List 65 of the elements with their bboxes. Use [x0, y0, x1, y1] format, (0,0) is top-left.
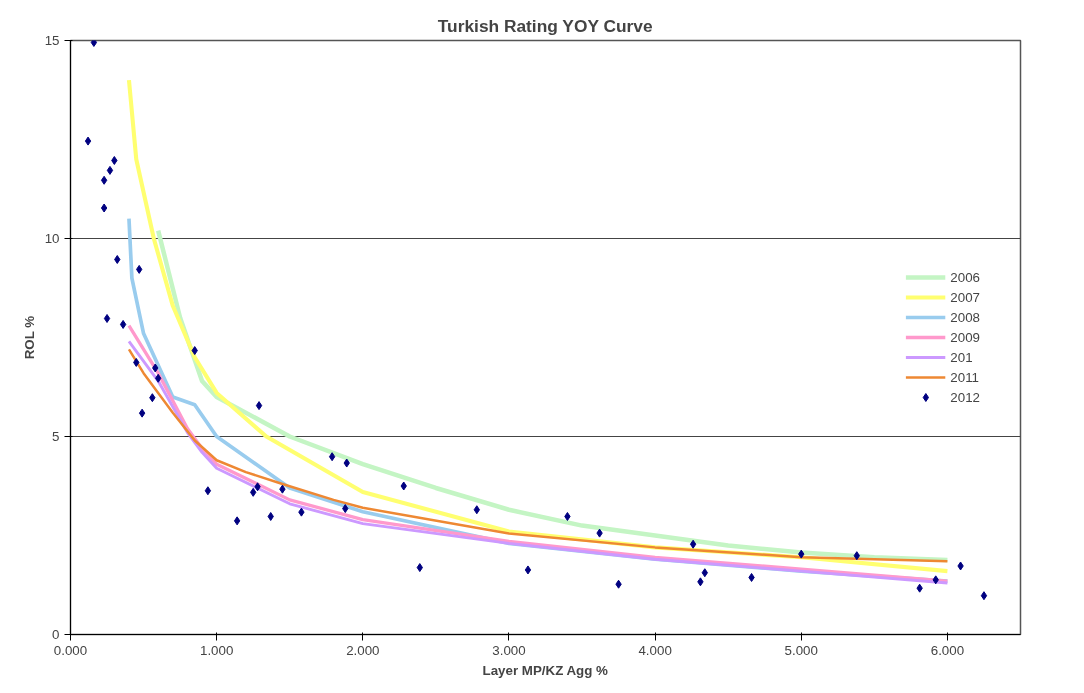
- legend-label: 2009: [950, 329, 980, 345]
- point: [564, 511, 571, 521]
- point: [342, 504, 349, 514]
- point: [932, 575, 939, 585]
- legend-label: 2007: [950, 289, 980, 305]
- y-tick-label: 10: [44, 231, 60, 246]
- point: [328, 452, 336, 462]
- y-tick-label: 5: [52, 429, 60, 444]
- point: [106, 165, 114, 175]
- point: [114, 254, 121, 264]
- x-tick-label: 6.000: [930, 642, 965, 658]
- legend-label: 201: [950, 349, 973, 365]
- point: [254, 482, 261, 492]
- point: [980, 591, 988, 601]
- point: [416, 563, 423, 573]
- point: [798, 549, 805, 559]
- point: [191, 346, 198, 356]
- point: [524, 565, 532, 575]
- point: [233, 516, 241, 526]
- point: [138, 408, 146, 418]
- point: [701, 568, 708, 578]
- y-tick-label: 0: [52, 627, 60, 642]
- point: [111, 155, 118, 165]
- point: [255, 401, 263, 411]
- point: [103, 313, 111, 323]
- point: [267, 511, 274, 521]
- point: [596, 528, 603, 538]
- y-tick-label: 15: [44, 33, 60, 48]
- point: [119, 319, 127, 329]
- point: [298, 507, 305, 517]
- x-tick-label: 5.000: [784, 642, 818, 658]
- point: [152, 363, 159, 373]
- point: [149, 393, 156, 403]
- point: [279, 484, 286, 494]
- point: [473, 505, 480, 515]
- point: [100, 203, 108, 213]
- x-tick-label: 2.000: [346, 642, 380, 658]
- point: [697, 577, 704, 587]
- point: [250, 487, 257, 497]
- point: [916, 583, 923, 593]
- chart-title: Turkish Rating YOY Curve: [437, 15, 653, 36]
- point: [136, 264, 143, 274]
- y-axis-title: ROL %: [21, 315, 37, 360]
- point: [84, 136, 92, 146]
- point: [100, 175, 108, 185]
- point: [204, 486, 212, 496]
- point: [343, 458, 350, 468]
- point: [90, 40, 98, 47]
- point: [748, 572, 755, 582]
- x-tick-label: 4.000: [638, 642, 672, 658]
- legend-label: 2011: [950, 369, 980, 385]
- point: [689, 539, 697, 549]
- legend-label: 2012: [950, 389, 980, 405]
- x-tick-label: 0.000: [53, 642, 88, 658]
- x-tick-label: 1.000: [199, 642, 234, 658]
- point: [615, 579, 622, 589]
- x-tick-label: 3.000: [492, 642, 526, 658]
- point: [853, 551, 860, 561]
- point: [155, 373, 162, 383]
- point: [133, 357, 140, 367]
- legend-label: 2006: [950, 269, 980, 285]
- x-axis-title: Layer MP/KZ Agg %: [482, 662, 609, 678]
- legend-label: 2008: [950, 309, 980, 325]
- point: [957, 561, 964, 571]
- point: [400, 481, 407, 491]
